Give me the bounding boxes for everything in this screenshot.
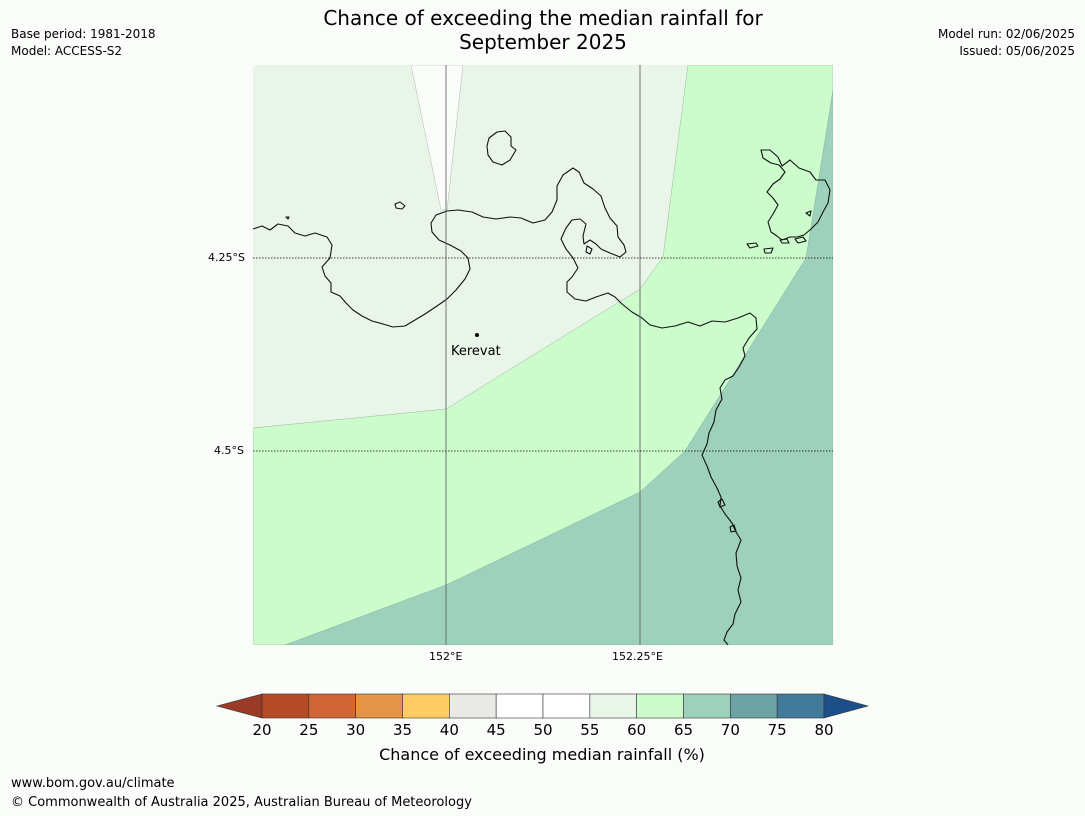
colorbar-segment-30-35 [355,693,403,719]
model-text: Model: ACCESS-S2 [11,44,123,58]
map-title: Chance of exceeding the median rainfall … [243,6,843,54]
colorbar-tick-label: 30 [346,721,365,739]
island-small-4 [763,247,774,254]
colorbar-tick-label: 45 [487,721,506,739]
colorbar-tick-label: 80 [814,721,833,739]
colorbar-tick-label: 20 [252,721,271,739]
colorbar-label: Chance of exceeding median rainfall (%) [379,745,705,764]
colorbar-tick-label: 60 [627,721,646,739]
colorbar-segment-65-70 [683,693,731,719]
lon-label-152-25e: 152.25°E [612,650,663,663]
title-line-2: September 2025 [459,30,627,54]
band-65-70-fill [284,89,833,645]
colorbar-segment-25-30 [308,693,356,719]
colorbar: 20 25 30 35 40 45 50 55 60 65 70 75 80 [215,693,870,739]
colorbar-segment-35-40 [402,693,450,719]
colorbar-tick-label: 25 [299,721,318,739]
colorbar-tick-label: 70 [721,721,740,739]
lat-label-4-5s: 4.5°S [214,444,244,457]
islands-duke-of-york [760,149,831,241]
lon-label-152e: 152°E [429,650,463,663]
band-50-55-wedge [410,65,464,211]
colorbar-segment-55-60 [589,693,637,719]
colorbar-tick-label: 50 [533,721,552,739]
colorbar-segment-20-25 [261,693,310,719]
model-run-text: Model run: 02/06/2025 [937,27,1075,41]
island-inner-bay [585,245,593,255]
colorbar-segment-60-65 [636,693,684,719]
island-small-3 [746,242,759,249]
island-small-9 [729,524,737,533]
colorbar-segment-70-75 [730,693,778,719]
island-small-8 [717,498,726,508]
colorbar-segment-50-55 [542,693,591,719]
colorbar-tick-label: 35 [393,721,412,739]
island-small-1 [394,201,406,210]
lat-label-4-25s: 4.25°S [208,251,245,264]
colorbar-extend-below [215,693,263,719]
coastline-group [253,130,831,645]
graticule [253,65,833,645]
island-north [486,130,517,166]
colorbar-tick-label: 65 [674,721,693,739]
colorbar-tick-label: 75 [768,721,787,739]
map-panel: Kerevat [253,65,833,645]
island-small-2 [285,216,290,220]
colorbar-tick-label: 55 [580,721,599,739]
colorbar-segment-40-45 [449,693,497,719]
island-small-5 [779,238,790,244]
colorbar-extend-above [823,693,870,719]
coastline-west [253,167,758,645]
header-right-info: Model run: 02/06/2025 Issued: 05/06/2025 [938,26,1075,60]
header-left-info: Base period: 1981-2018 Model: ACCESS-S2 [11,26,156,60]
kerevat-label: Kerevat [451,344,501,359]
base-period-text: Base period: 1981-2018 [11,27,156,41]
issued-text: Issued: 05/06/2025 [959,44,1075,58]
title-line-1: Chance of exceeding the median rainfall … [323,6,763,30]
island-small-7 [805,210,812,217]
colorbar-tick-label: 40 [440,721,459,739]
colorbar-segment-45-50 [495,693,544,719]
footer-copyright: © Commonwealth of Australia 2025, Austra… [11,795,472,810]
island-small-6 [794,236,807,244]
footer-url[interactable]: www.bom.gov.au/climate [11,776,175,791]
colorbar-segment-75-80 [776,693,825,719]
kerevat-marker [475,333,479,337]
